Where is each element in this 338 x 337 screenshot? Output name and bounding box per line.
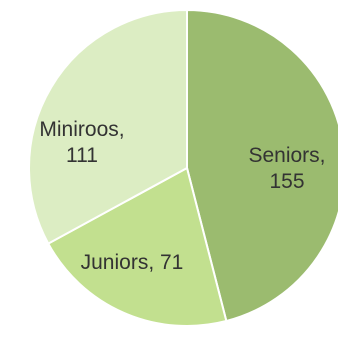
data-label-seniors: Seniors, 155 (248, 144, 325, 193)
data-label-miniroos: Miniroos, 111 (39, 118, 124, 167)
pie-labels: Seniors, 155 Juniors, 71 Miniroos, 111 (39, 118, 325, 274)
pie-slice-miniroos (28, 8, 188, 245)
data-label-juniors: Juniors, 71 (81, 251, 184, 274)
pie-slice-seniors (186, 8, 338, 323)
pie-slice-juniors (46, 166, 228, 327)
pie-slices (28, 8, 338, 327)
